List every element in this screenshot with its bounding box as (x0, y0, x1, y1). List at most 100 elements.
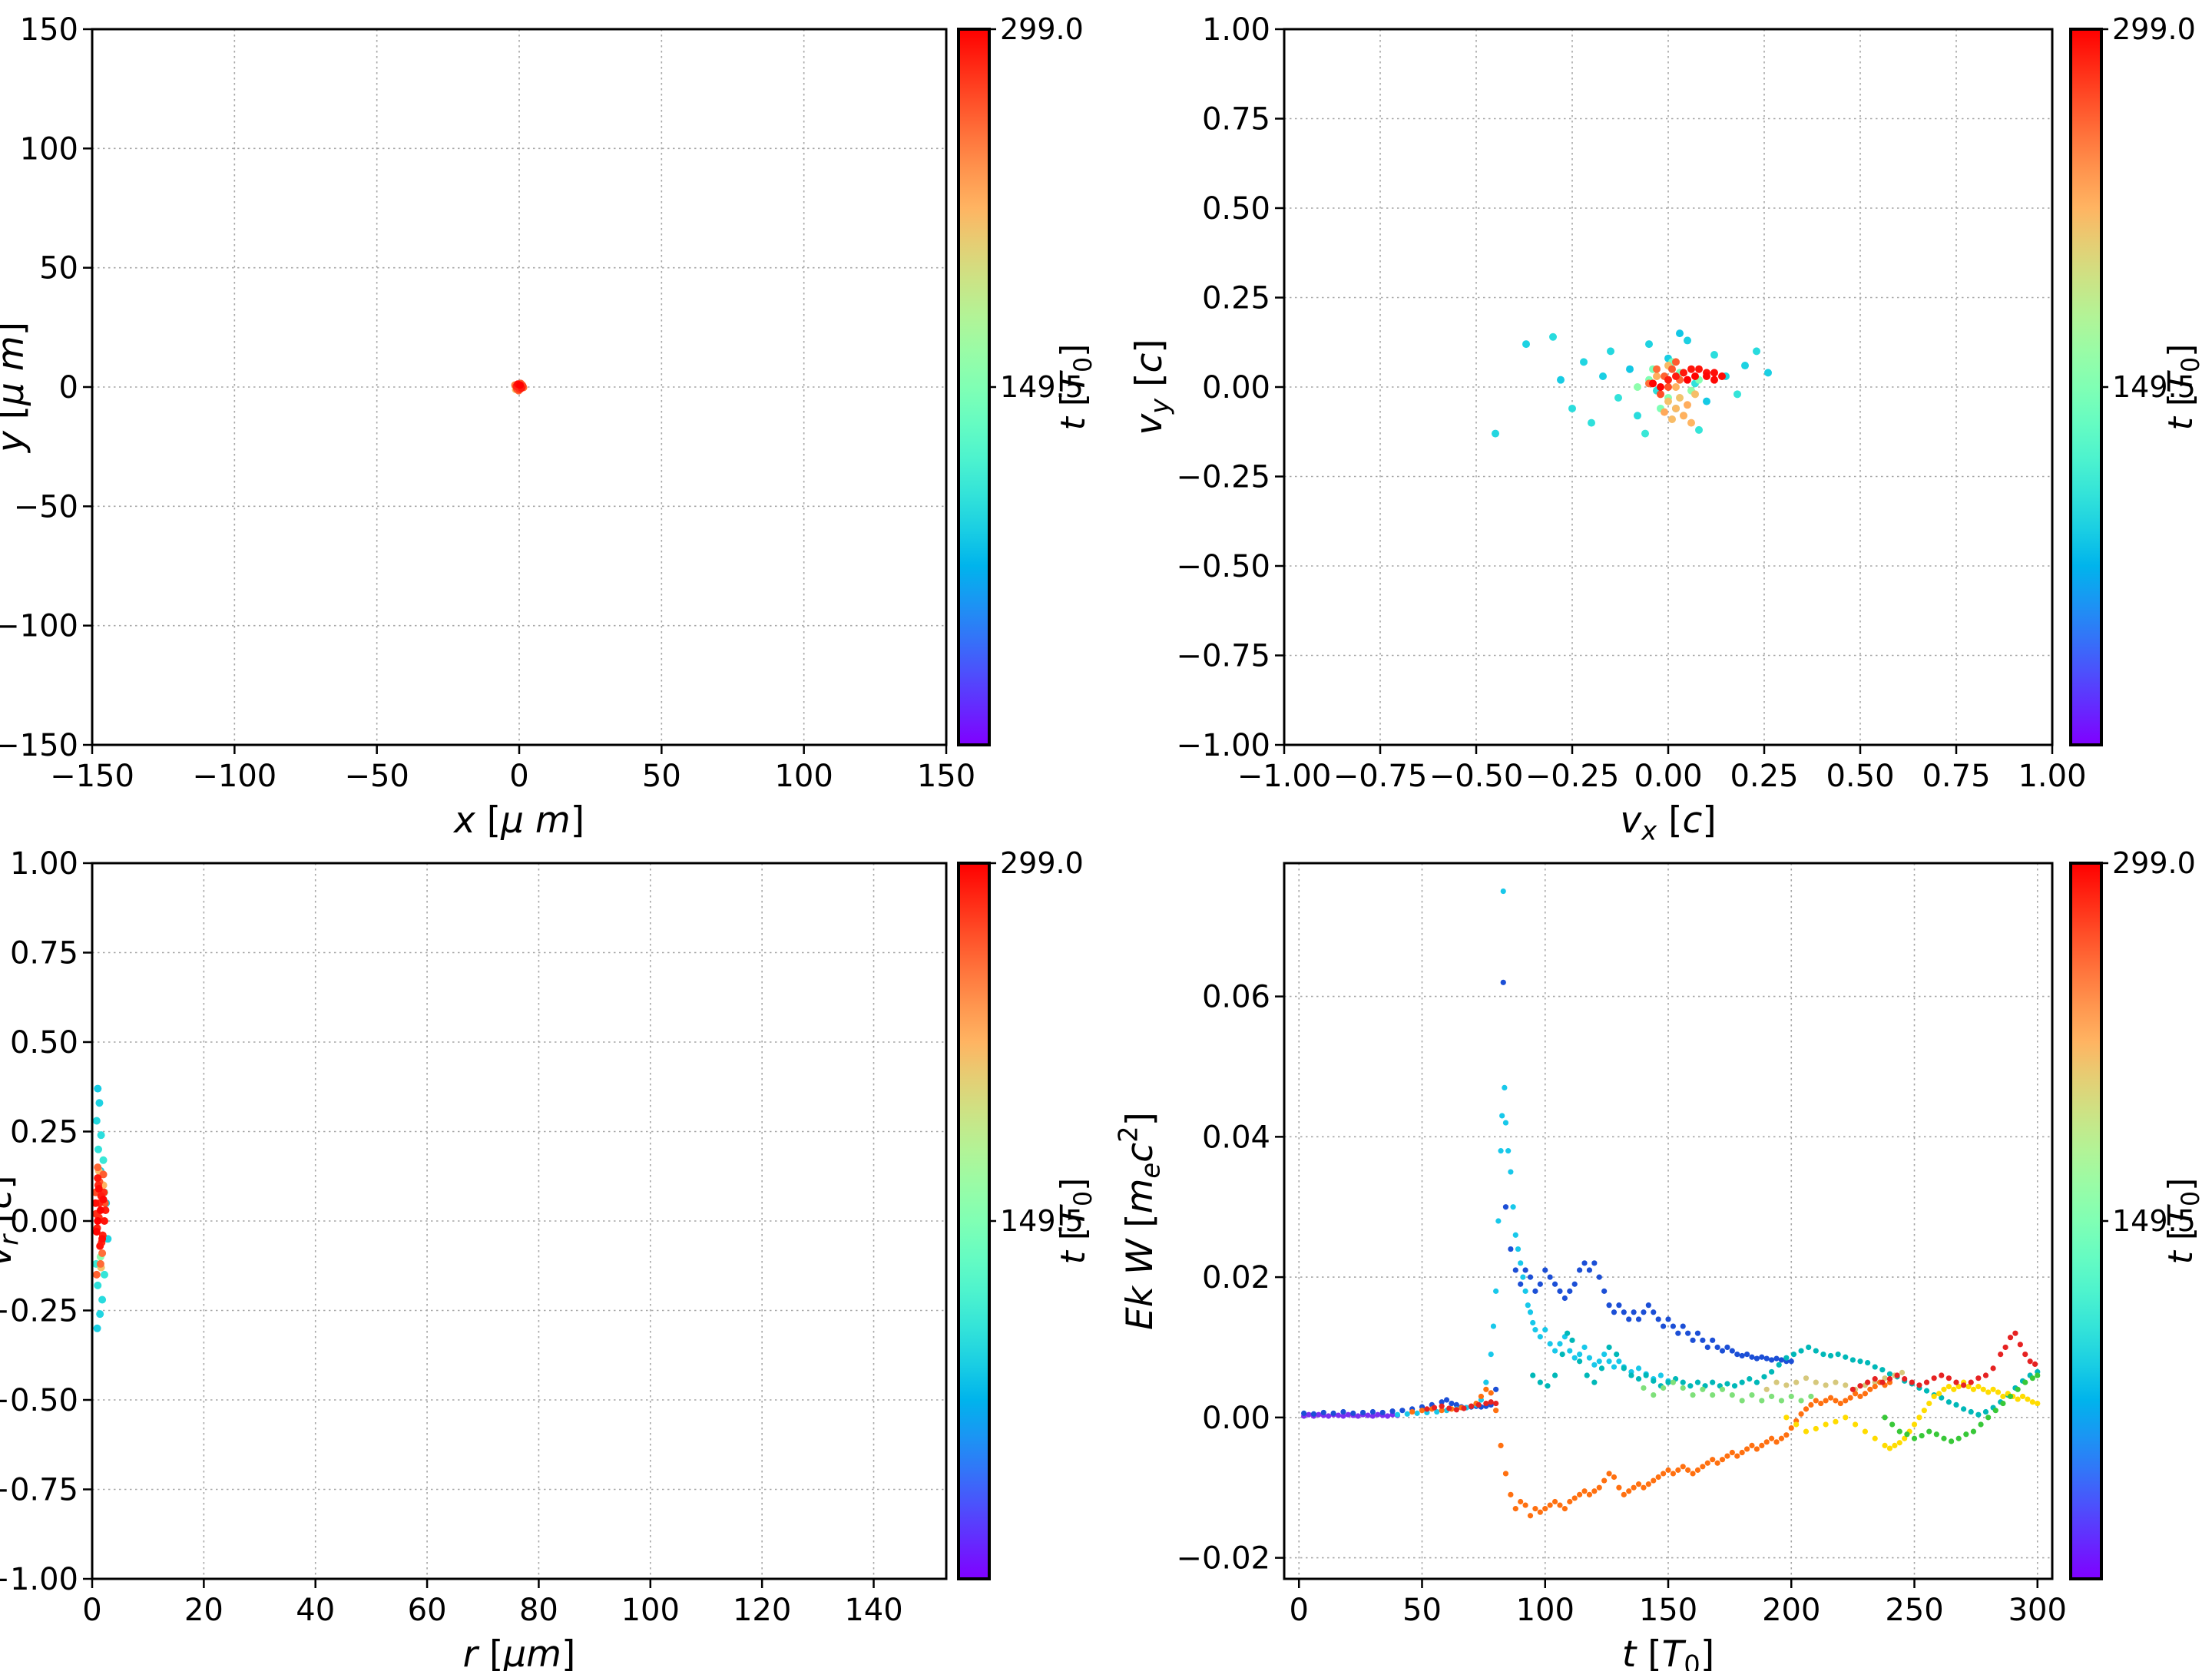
x-tick-label: 0.00 (1634, 759, 1702, 794)
colorbar-gradient (2071, 863, 2101, 1579)
x-tick-label: 0.25 (1730, 759, 1798, 794)
y-axis-label: Ek W [mec2] (1113, 1112, 1165, 1330)
colorbar-tick-label: 149.5 (2112, 370, 2196, 404)
colorbar-tick-label: 299.0 (1000, 846, 1084, 880)
subplot-position-x-y: −150 −100 −50 0 50 100 150 −150 −100 −50 0 50 100 150… (0, 12, 1098, 842)
colorbar: 299.0 149.5t [T0] (957, 12, 1098, 746)
y-tick-label: 0.75 (10, 936, 78, 971)
x-tick-label: 60 (408, 1593, 447, 1628)
y-tick-label: 150 (20, 12, 78, 48)
y-tick-label: 1.00 (1202, 12, 1270, 48)
y-tick-label: 0.25 (1202, 281, 1270, 316)
x-tick-label: 100 (621, 1593, 680, 1628)
x-tick-label: 0.75 (1922, 759, 1990, 794)
tick-labels: −1.00 −0.75 −0.50 −0.25 0.00 0.25 0.50 0.75 1.00… (1176, 12, 2086, 794)
y-tick-label: 0.02 (1202, 1260, 1270, 1295)
y-tick-label: −0.25 (1176, 460, 1270, 495)
colorbar-tick-label: 149.5 (1000, 1204, 1084, 1238)
y-tick-label: 0.00 (1202, 370, 1270, 405)
x-tick-label: 200 (1762, 1593, 1820, 1628)
x-tick-label: −1.00 (1237, 759, 1332, 794)
x-tick-label: −50 (344, 759, 409, 794)
colorbar-tick-label: 299.0 (2112, 12, 2196, 46)
colorbar-gradient (959, 29, 989, 745)
colorbar-gradient (2071, 29, 2101, 745)
x-tick-label: 0 (82, 1593, 101, 1628)
tick-marks (83, 28, 948, 754)
series-particle-red (1424, 1330, 2038, 1413)
plot-background (92, 863, 946, 1579)
tick-labels: 0 20 40 60 80 100 120 140 −1.00 −0.75 −0.50 −0.25 0.… (0, 846, 903, 1628)
tick-marks (1275, 28, 2054, 754)
tick-marks (83, 862, 875, 1588)
y-tick-label: 0.06 (1202, 980, 1270, 1015)
subplot-kinetic-energy-vs-time: 0 50 100 150 200 250 300 −0.02 0.00 0.02 0.04 0.06 t… (1113, 846, 2205, 1671)
x-tick-label: 20 (184, 1593, 224, 1628)
y-tick-label: 100 (20, 131, 78, 167)
scatter-points (1492, 329, 1772, 438)
colorbar-tick-label: 299.0 (2112, 846, 2196, 880)
x-tick-label: −150 (50, 759, 134, 794)
y-tick-label: 1.00 (10, 846, 78, 882)
y-tick-label: −0.25 (0, 1294, 78, 1329)
y-tick-label: 0.25 (10, 1115, 78, 1150)
colorbar: 299.0 149.5t [T0] (2069, 12, 2205, 746)
subplot-velocity-vx-vy: −1.00 −0.75 −0.50 −0.25 0.00 0.25 0.50 0.75 1.00… (1128, 12, 2205, 845)
x-tick-label: 100 (774, 759, 833, 794)
y-tick-label: −0.50 (0, 1383, 78, 1418)
x-tick-label: 0 (1290, 1593, 1309, 1628)
colorbar: 299.0 149.5t [T0] (957, 846, 1098, 1580)
y-axis-label: vy [c] (1128, 339, 1174, 435)
y-tick-label: −0.75 (1176, 639, 1270, 674)
x-tick-label: 0 (509, 759, 528, 794)
x-tick-label: −0.75 (1333, 759, 1428, 794)
y-tick-label: −0.75 (0, 1473, 78, 1508)
colorbar-label: t [T0] (1054, 1178, 1098, 1265)
colorbar-tick-label: 299.0 (1000, 12, 1084, 46)
y-axis-label: y [μ m] (0, 322, 32, 454)
x-tick-label: 50 (1402, 1593, 1442, 1628)
x-tick-label: 1.00 (2018, 759, 2086, 794)
x-tick-label: 300 (2008, 1593, 2067, 1628)
x-tick-label: 0.50 (1826, 759, 1894, 794)
scatter-points (1301, 888, 2041, 1519)
y-tick-label: −150 (0, 728, 78, 763)
x-axis-label: t [T0] (1622, 1633, 1714, 1671)
y-tick-label: 0.50 (1202, 191, 1270, 227)
y-tick-label: 50 (39, 251, 78, 286)
colorbar-label: t [T0] (2161, 344, 2205, 431)
y-tick-label: −1.00 (0, 1562, 78, 1597)
colorbar-tick-label: 149.5 (2112, 1204, 2196, 1238)
y-tick-label: 0.00 (10, 1204, 78, 1239)
colorbar-gradient (959, 863, 989, 1579)
x-tick-label: 50 (642, 759, 681, 794)
y-tick-label: −50 (14, 489, 78, 524)
x-tick-label: −0.50 (1429, 759, 1524, 794)
y-tick-label: −0.02 (1176, 1541, 1270, 1577)
scatter-points (92, 1084, 112, 1332)
subplot-radial-phase-r-vr: 0 20 40 60 80 100 120 140 −1.00 −0.75 −0.50 −0.25 0.… (0, 846, 1098, 1671)
y-tick-label: −0.50 (1176, 549, 1270, 584)
y-tick-label: 0.00 (1202, 1401, 1270, 1436)
tick-marks (1275, 995, 2039, 1588)
y-tick-label: 0.50 (10, 1025, 78, 1061)
x-tick-label: 150 (917, 759, 975, 794)
y-tick-label: 0.75 (1202, 102, 1270, 137)
x-tick-label: −100 (192, 759, 276, 794)
colorbar-tick-label: 149.5 (1000, 370, 1084, 404)
tick-labels: −150 −100 −50 0 50 100 150 −150 −100 −50 0 50 100 150 (0, 12, 975, 794)
colorbar: 299.0 149.5t [T0] (2069, 846, 2205, 1580)
y-tick-label: 0 (59, 370, 78, 405)
x-axis-label: vx [c] (1620, 799, 1716, 845)
x-tick-label: 40 (296, 1593, 335, 1628)
tick-labels: 0 50 100 150 200 250 300 −0.02 0.00 0.02 0.04 0.06 (1176, 980, 2067, 1628)
x-tick-label: 250 (1885, 1593, 1943, 1628)
x-tick-label: 120 (733, 1593, 791, 1628)
x-tick-label: 100 (1516, 1593, 1575, 1628)
series-particle-green (1882, 1372, 2041, 1444)
series-particle-orange (1409, 1379, 1893, 1519)
colorbar-label: t [T0] (2161, 1178, 2205, 1265)
gridlines (1284, 863, 2052, 1579)
colorbar-label: t [T0] (1054, 344, 1098, 431)
